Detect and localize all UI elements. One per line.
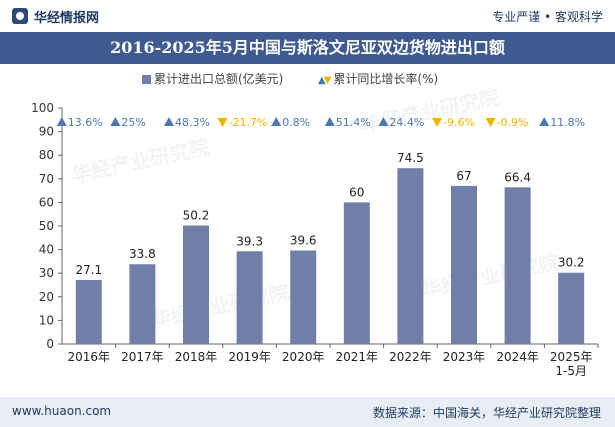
footer-url: www.huaon.com	[12, 404, 112, 418]
y-tick-label: 70	[39, 172, 54, 186]
bar	[75, 280, 102, 344]
growth-label: 48.3%	[175, 116, 210, 129]
y-tick-label: 20	[39, 290, 54, 304]
y-tick-label: 100	[31, 101, 54, 115]
x-tick-label: 2021年	[336, 350, 379, 364]
bar	[558, 272, 585, 344]
growth-up-icon	[378, 117, 389, 126]
x-tick-label: 2023年	[443, 350, 486, 364]
bar-value-label: 74.5	[397, 151, 424, 165]
bar-value-label: 50.2	[183, 209, 210, 223]
x-tick-label: 2022年	[389, 350, 432, 364]
logo-icon	[12, 8, 28, 24]
bar-value-label: 67	[456, 169, 471, 183]
y-tick-label: 60	[39, 195, 54, 209]
growth-up-icon	[110, 117, 121, 126]
growth-down-icon	[485, 118, 496, 127]
growth-down-icon	[432, 118, 442, 127]
legend-swatch	[142, 75, 151, 84]
bar	[290, 250, 317, 344]
growth-label: -0.9%	[497, 116, 529, 129]
bar-value-label: 66.4	[504, 170, 531, 184]
y-tick-label: 90	[39, 125, 54, 139]
brand-name: 华经情报网	[34, 11, 100, 26]
x-tick-label: 2024年	[496, 350, 539, 364]
legend: 累计进出口总额(亿美元) ▲▼ 累计同比增长率(%)	[0, 70, 615, 88]
growth-up-icon	[539, 117, 550, 126]
legend-growth-label: 累计同比增长率(%)	[333, 72, 439, 86]
chart-title: 2016-2025年5月中国与斯洛文尼亚双边货物进出口额	[110, 38, 505, 57]
triangle-up-icon: ▲	[318, 75, 326, 86]
bar	[236, 251, 263, 344]
growth-label: 0.8%	[282, 116, 310, 129]
y-tick-label: 40	[39, 243, 54, 257]
growth-up-icon	[271, 117, 282, 126]
bar-value-label: 30.2	[558, 256, 585, 270]
x-tick-label: 2017年	[121, 350, 164, 364]
slogan: 专业严谨 • 客观科学	[492, 10, 603, 24]
bar	[129, 264, 156, 344]
x-tick-label: 2020年	[282, 350, 325, 364]
bar-value-label: 39.3	[236, 234, 263, 248]
y-tick-label: 50	[39, 219, 54, 233]
bar	[451, 185, 477, 344]
growth-label: -9.6%	[443, 116, 475, 129]
x-tick-label: 2018年	[175, 350, 218, 364]
bar	[343, 202, 370, 344]
bar-value-label: 27.1	[75, 263, 102, 277]
growth-up-icon	[164, 117, 174, 126]
footer-source: 数据来源：中国海关，华经产业研究院整理	[372, 406, 601, 420]
triangle-down-icon: ▼	[323, 75, 332, 86]
growth-up-icon	[56, 117, 67, 126]
growth-up-icon	[324, 117, 335, 126]
legend-series-label: 累计进出口总额(亿美元)	[154, 72, 284, 86]
bar-value-label: 60	[349, 185, 364, 199]
growth-label: 25%	[121, 116, 145, 129]
bar	[504, 187, 531, 344]
y-tick-label: 0	[46, 337, 54, 351]
legend-series: 累计进出口总额(亿美元)	[142, 70, 283, 88]
bar-value-label: 39.6	[290, 234, 317, 248]
growth-label: 24.4%	[389, 116, 424, 129]
y-tick-label: 10	[39, 313, 54, 327]
growth-label: 13.6%	[68, 116, 103, 129]
growth-down-icon	[217, 118, 228, 127]
growth-label: -21.7%	[229, 116, 268, 129]
title-band: 2016-2025年5月中国与斯洛文尼亚双边货物进出口额	[0, 32, 615, 64]
growth-label: 51.4%	[336, 116, 371, 129]
y-tick-label: 30	[39, 266, 54, 280]
bar-chart: 0 10 20 30 40 50 60 70 80 90 100 27.1 2016年 13.6% 33.8…	[31, 101, 599, 378]
legend-growth: ▲▼ 累计同比增长率(%)	[318, 70, 438, 88]
y-tick-label: 80	[39, 148, 54, 162]
x-tick-label: 2025年	[550, 350, 593, 364]
top-bar: 华经情报网 专业严谨 • 客观科学	[0, 0, 615, 32]
bar	[183, 225, 209, 344]
bar	[397, 168, 424, 344]
bar-value-label: 33.8	[129, 247, 156, 261]
x-tick-label: 1-5月	[555, 364, 587, 378]
x-tick-label: 2019年	[228, 350, 271, 364]
footer: www.huaon.com 数据来源：中国海关，华经产业研究院整理	[0, 397, 615, 427]
growth-label: 11.8%	[550, 116, 585, 129]
x-tick-label: 2016年	[68, 350, 111, 364]
